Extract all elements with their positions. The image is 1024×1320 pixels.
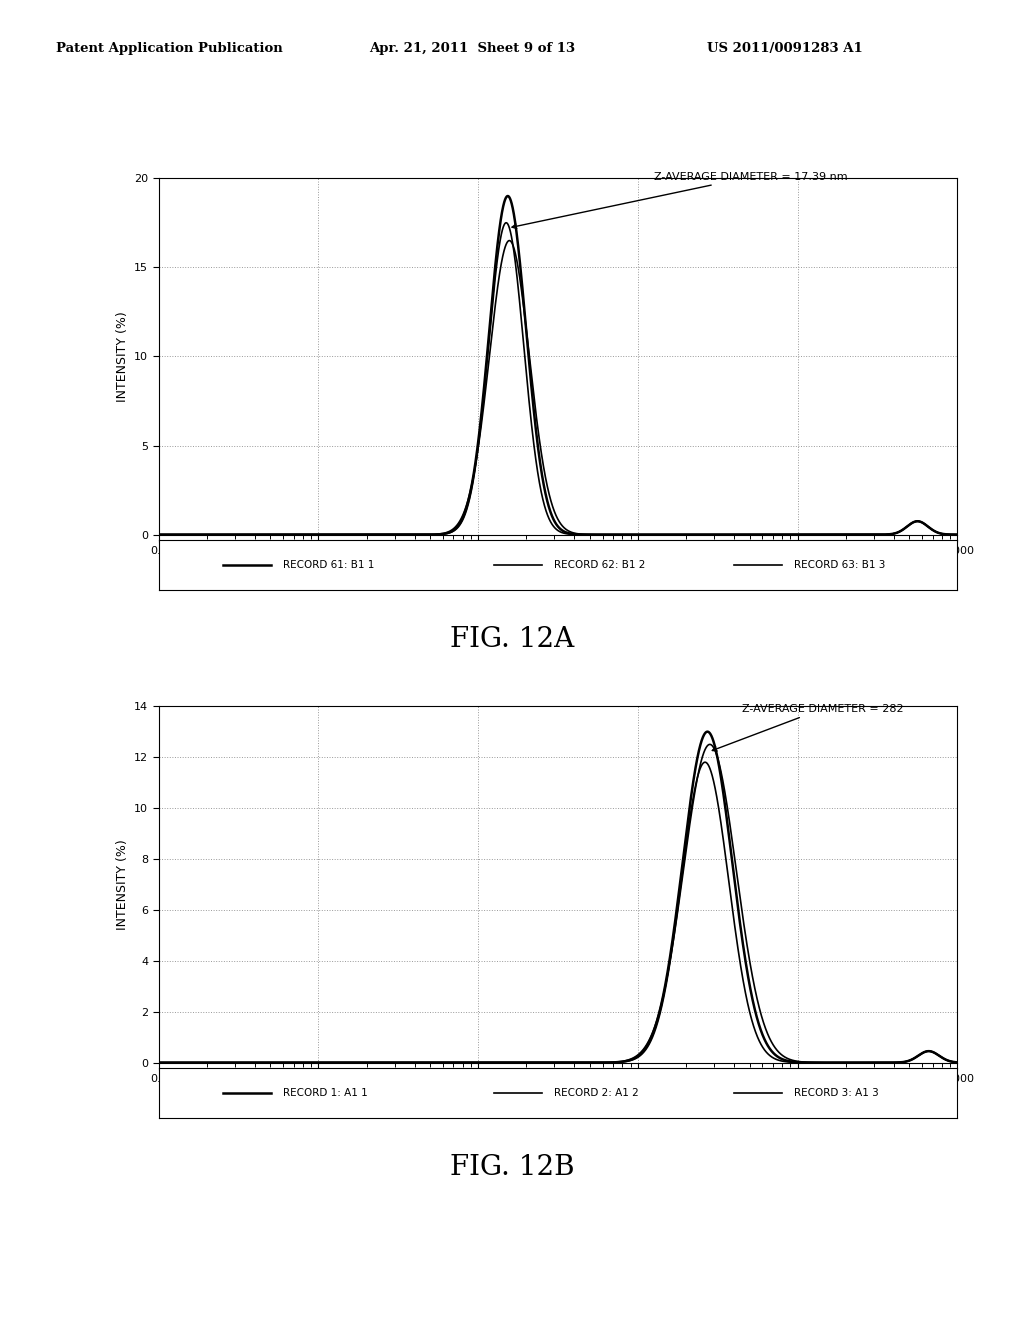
Text: RECORD 63: B1 3: RECORD 63: B1 3 (794, 560, 885, 570)
X-axis label: SIZE (d.nm): SIZE (d.nm) (521, 562, 595, 576)
Text: FIG. 12B: FIG. 12B (450, 1154, 574, 1180)
Text: RECORD 61: B1 1: RECORD 61: B1 1 (283, 560, 374, 570)
Text: RECORD 3: A1 3: RECORD 3: A1 3 (794, 1088, 879, 1098)
Text: RECORD 1: A1 1: RECORD 1: A1 1 (283, 1088, 368, 1098)
Text: FIG. 12A: FIG. 12A (450, 626, 574, 652)
Text: Apr. 21, 2011  Sheet 9 of 13: Apr. 21, 2011 Sheet 9 of 13 (369, 42, 574, 55)
Text: Z-AVERAGE DIAMETER = 282: Z-AVERAGE DIAMETER = 282 (713, 704, 903, 751)
X-axis label: SIZE (d.nm): SIZE (d.nm) (521, 1090, 595, 1104)
Y-axis label: INTENSITY (%): INTENSITY (%) (116, 312, 129, 401)
Text: Z-AVERAGE DIAMETER = 17.39 nm: Z-AVERAGE DIAMETER = 17.39 nm (512, 172, 848, 228)
Text: Patent Application Publication: Patent Application Publication (56, 42, 283, 55)
Text: RECORD 2: A1 2: RECORD 2: A1 2 (554, 1088, 639, 1098)
Text: US 2011/0091283 A1: US 2011/0091283 A1 (707, 42, 862, 55)
Y-axis label: INTENSITY (%): INTENSITY (%) (116, 840, 129, 929)
Text: RECORD 62: B1 2: RECORD 62: B1 2 (554, 560, 645, 570)
